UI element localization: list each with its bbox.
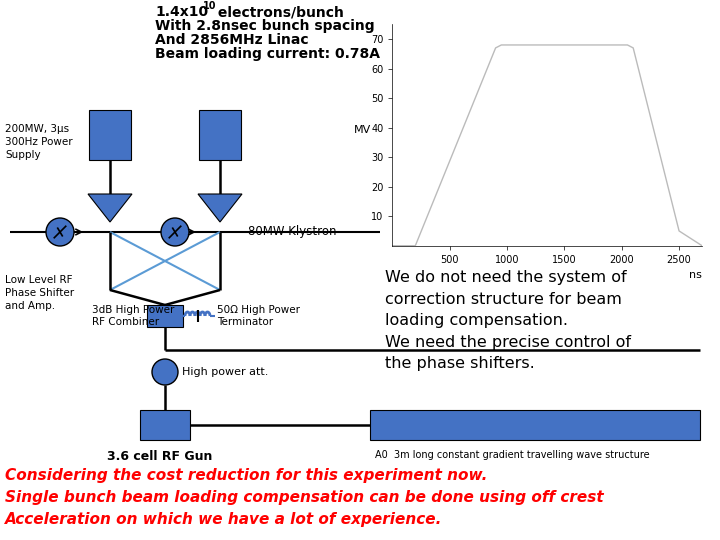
Polygon shape (198, 194, 242, 222)
Text: 80MW Klystron: 80MW Klystron (248, 226, 336, 239)
Text: A0  3m long constant gradient travelling wave structure: A0 3m long constant gradient travelling … (375, 450, 649, 460)
Bar (89, 110, 131, 160)
Text: High power att.: High power att. (182, 367, 269, 377)
Text: 3dB High Power
RF Combiner: 3dB High Power RF Combiner (92, 305, 174, 327)
Bar (199, 110, 241, 160)
Text: 10: 10 (203, 1, 217, 11)
Circle shape (46, 218, 74, 246)
Text: 3.6 cell RF Gun: 3.6 cell RF Gun (107, 450, 212, 463)
Bar (140, 410, 190, 440)
Y-axis label: MV: MV (354, 125, 372, 135)
Text: We do not need the system of
correction structure for beam
loading compensation.: We do not need the system of correction … (385, 270, 631, 372)
X-axis label: ns: ns (689, 271, 702, 280)
Polygon shape (88, 194, 132, 222)
Text: electrons/bunch: electrons/bunch (213, 5, 344, 19)
Bar (147, 305, 183, 327)
Text: With 2.8nsec bunch spacing: With 2.8nsec bunch spacing (155, 19, 374, 33)
Text: 200MW, 3μs
300Hz Power
Supply: 200MW, 3μs 300Hz Power Supply (5, 124, 73, 160)
Text: Considering the cost reduction for this experiment now.: Considering the cost reduction for this … (5, 468, 487, 483)
Circle shape (152, 359, 178, 385)
Circle shape (161, 218, 189, 246)
Text: And 2856MHz Linac: And 2856MHz Linac (155, 33, 309, 47)
Bar (370, 410, 700, 440)
Text: 1.4x10: 1.4x10 (155, 5, 208, 19)
Text: Low Level RF
Phase Shifter
and Amp.: Low Level RF Phase Shifter and Amp. (5, 275, 74, 312)
Text: Beam loading current: 0.78A: Beam loading current: 0.78A (155, 47, 380, 61)
Text: Acceleration on which we have a lot of experience.: Acceleration on which we have a lot of e… (5, 512, 442, 527)
Text: 50Ω High Power
Terminator: 50Ω High Power Terminator (217, 305, 300, 327)
Text: Single bunch beam loading compensation can be done using off crest: Single bunch beam loading compensation c… (5, 490, 603, 505)
